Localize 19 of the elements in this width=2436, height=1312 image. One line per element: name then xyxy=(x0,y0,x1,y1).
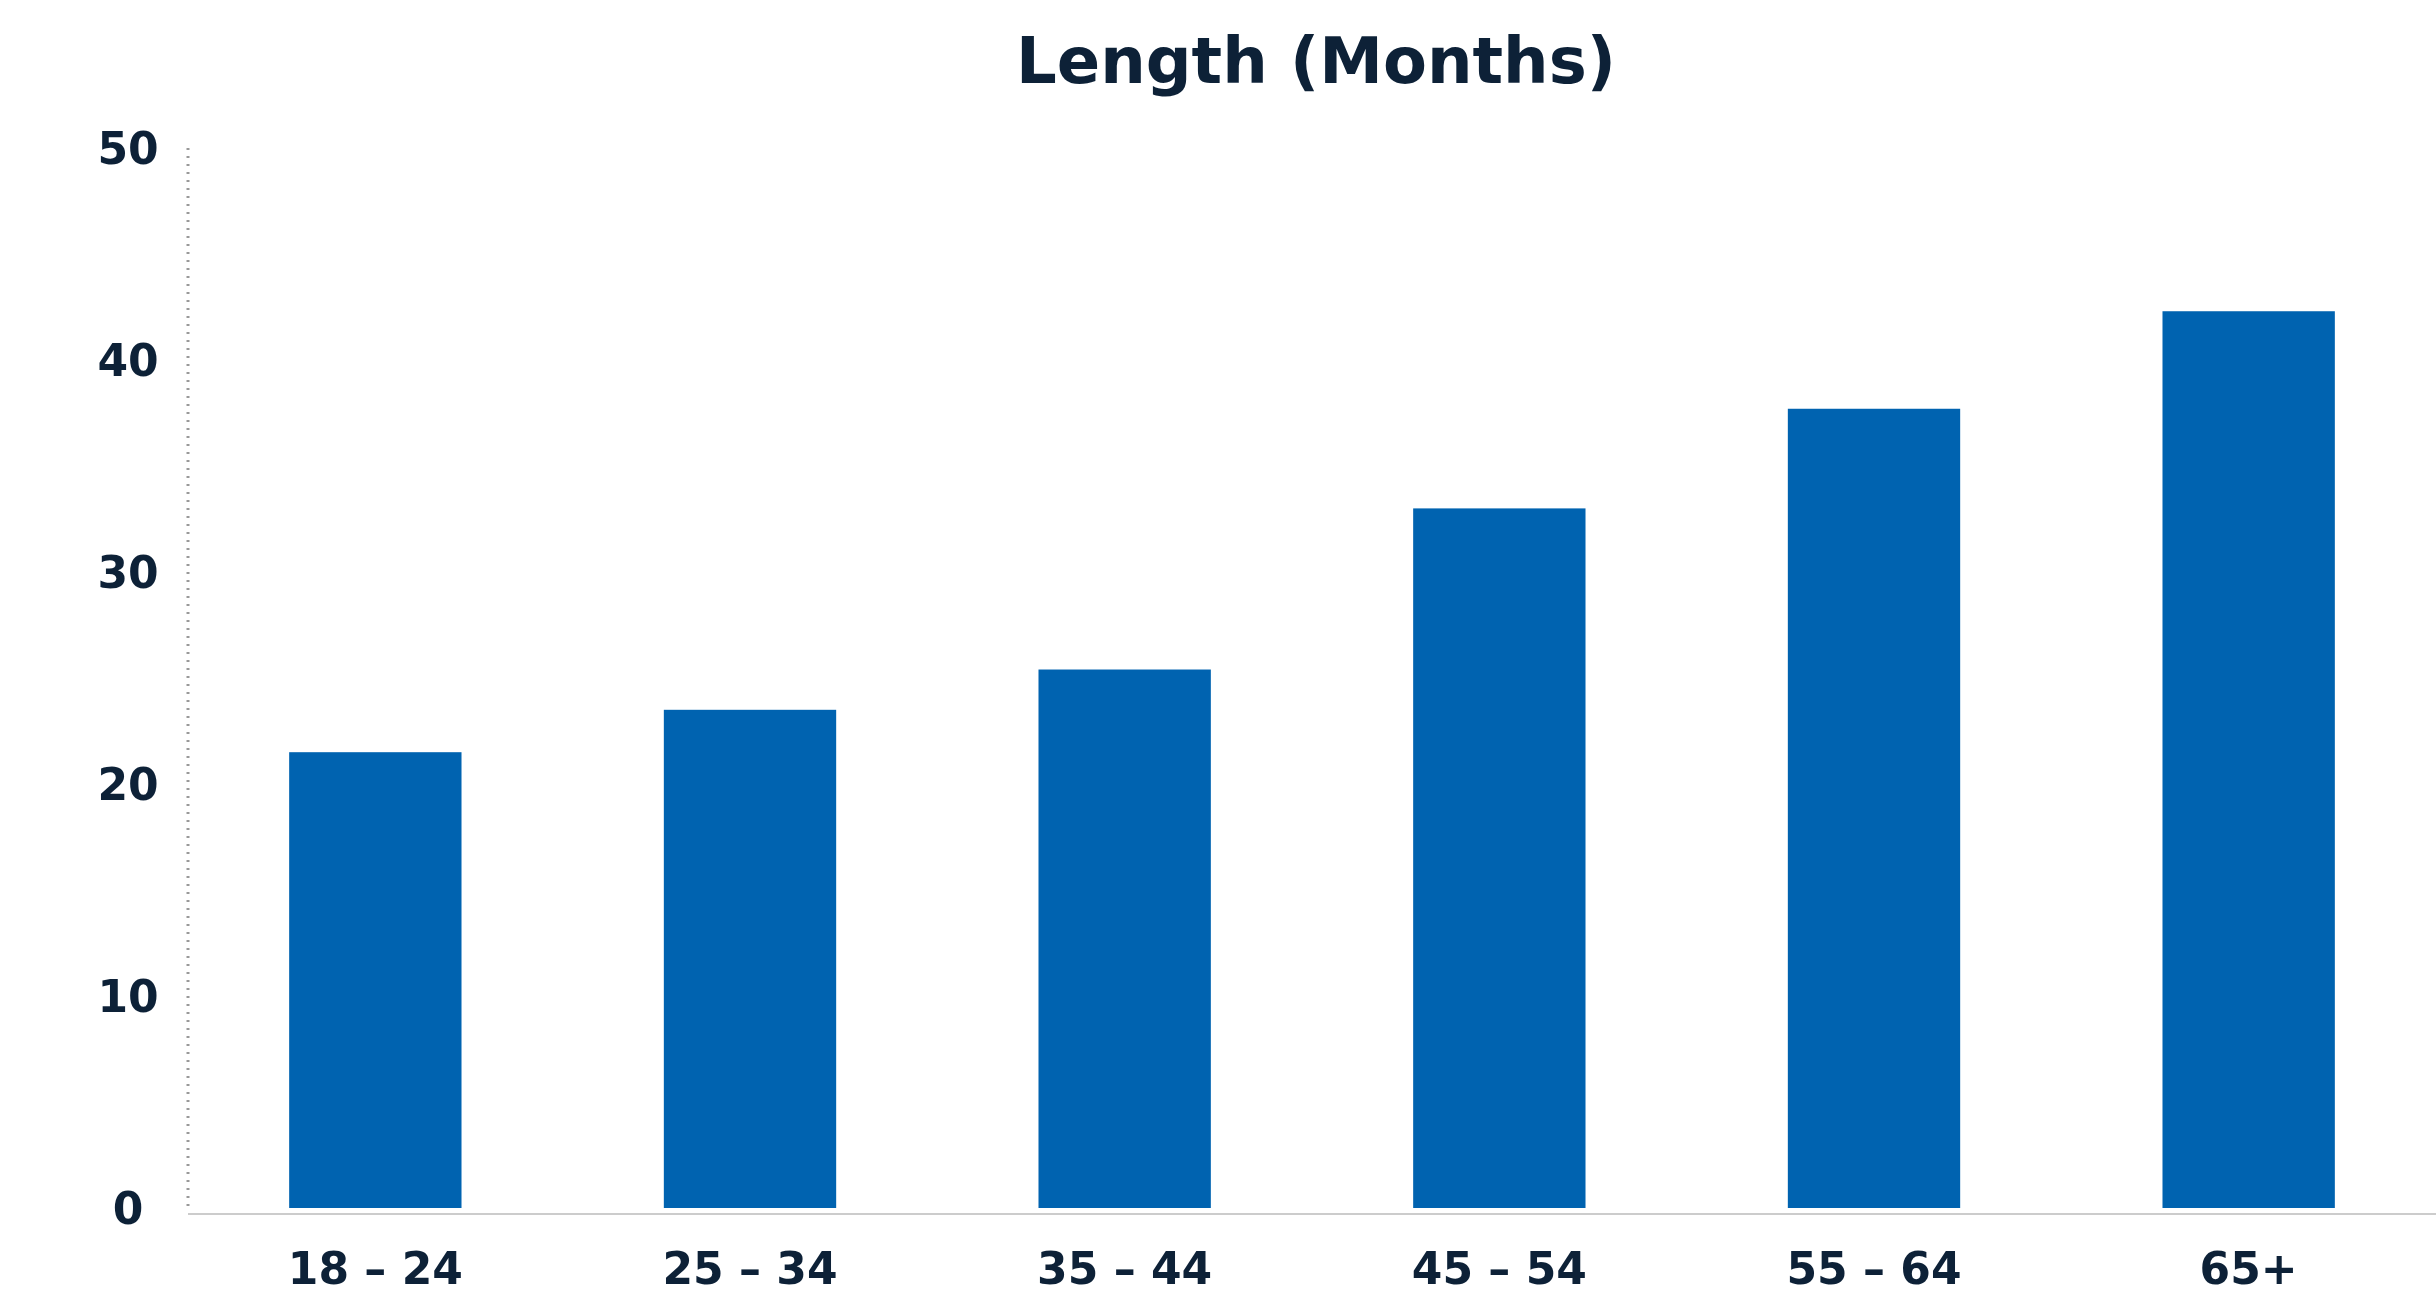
y-tick-label: 50 xyxy=(97,122,159,174)
chart-title: Length (Months) xyxy=(1016,24,1616,98)
x-tick-label: 65+ xyxy=(2199,1242,2298,1294)
y-tick-label: 0 xyxy=(112,1182,144,1234)
x-tick-label: 55 – 64 xyxy=(1786,1242,1962,1294)
bar xyxy=(289,752,462,1208)
x-tick-label: 35 – 44 xyxy=(1037,1242,1213,1294)
x-tick-label: 18 – 24 xyxy=(287,1242,463,1294)
bar xyxy=(663,709,837,1208)
x-tick-label: 45 – 54 xyxy=(1411,1242,1587,1294)
y-tick-label: 10 xyxy=(97,970,159,1022)
bar xyxy=(1038,669,1211,1208)
bar xyxy=(1787,408,1961,1208)
bar xyxy=(2162,311,2335,1208)
y-tick-label: 30 xyxy=(97,546,159,598)
y-tick-label: 20 xyxy=(97,758,159,810)
x-tick-label: 25 – 34 xyxy=(662,1242,838,1294)
bar xyxy=(1413,508,1586,1208)
y-tick-label: 40 xyxy=(97,334,159,386)
